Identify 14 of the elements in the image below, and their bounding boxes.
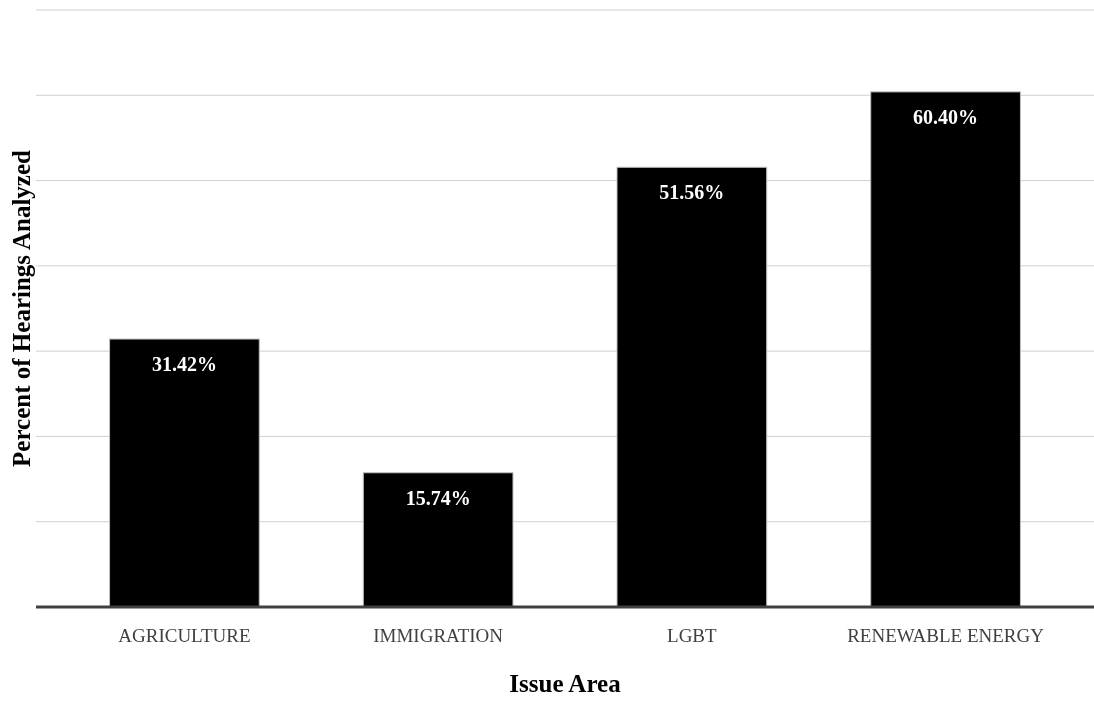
- data-label: 51.56%: [659, 181, 725, 204]
- x-tick-label: LGBT: [667, 625, 718, 646]
- bar: [870, 91, 1021, 608]
- bar: [109, 338, 260, 608]
- data-label: 60.40%: [913, 105, 979, 128]
- x-tick-label: IMMIGRATION: [373, 625, 504, 646]
- bar: [362, 472, 514, 608]
- data-label: 31.42%: [151, 353, 217, 376]
- data-label: 15.74%: [405, 486, 471, 509]
- x-tick-label: AGRICULTURE: [118, 625, 251, 646]
- y-axis-title: Percent of Hearings Analyzed: [8, 149, 35, 467]
- bar: [616, 166, 768, 608]
- x-axis-title: Issue Area: [509, 670, 622, 697]
- x-tick-label: RENEWABLE ENERGY: [847, 625, 1045, 646]
